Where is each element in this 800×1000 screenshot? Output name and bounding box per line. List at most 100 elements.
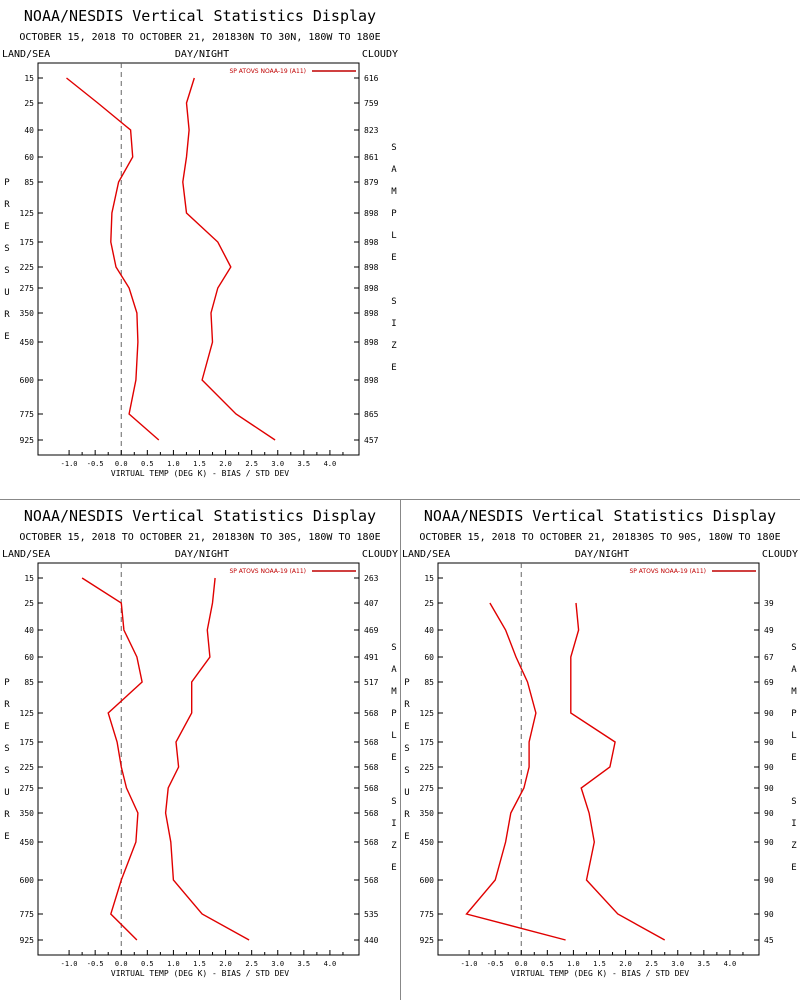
sample-size-axis-letter: M (391, 187, 397, 197)
day-night-label: DAY/NIGHT (175, 49, 229, 60)
pressure-axis-letter: E (404, 832, 409, 842)
x-tick-label: 1.5 (593, 960, 606, 968)
sample-size-axis-letter: M (791, 687, 797, 697)
pressure-tick-label: 775 (20, 410, 35, 419)
x-tick-label: 2.5 (245, 960, 258, 968)
sample-size-label: 759 (364, 99, 379, 108)
x-tick-label: 1.5 (193, 460, 206, 468)
chart-panel-3: NOAA/NESDIS Vertical Statistics Display O… (402, 507, 798, 978)
sample-size-axis-letter: L (391, 231, 396, 241)
sample-size-axis-letter: Z (791, 841, 797, 851)
plot-frame (437, 562, 760, 956)
x-axis-label: VIRTUAL TEMP (DEG K) - BIAS / STD DEV (511, 969, 689, 978)
x-tick-label: 4.0 (724, 960, 737, 968)
x-tick-label: 2.0 (619, 960, 632, 968)
sample-size-label: 407 (364, 599, 379, 608)
cloudy-label: CLOUDY (362, 549, 398, 560)
sample-size-label: 69 (764, 678, 774, 687)
sample-size-label: 90 (764, 738, 774, 747)
pressure-tick-label: 85 (24, 678, 34, 687)
pressure-axis-letter: S (404, 744, 409, 754)
pressure-axis-letter: S (4, 766, 9, 776)
pressure-axis-letter: E (4, 722, 9, 732)
x-tick-label: 2.5 (245, 460, 258, 468)
sample-size-label: 568 (364, 809, 379, 818)
chart-panel-1: NOAA/NESDIS Vertical Statistics Display O… (2, 7, 398, 478)
x-tick-label: 3.0 (271, 460, 284, 468)
pressure-axis-letter: R (4, 700, 10, 710)
series-line-bias (81, 577, 143, 941)
day-night-label: DAY/NIGHT (175, 549, 229, 560)
pressure-axis-letter: R (4, 310, 10, 320)
sample-size-axis-letter: E (391, 253, 396, 263)
x-tick-label: 0.5 (541, 960, 554, 968)
pressure-tick-label: 125 (20, 709, 35, 718)
pressure-axis-letter: P (404, 678, 410, 688)
x-tick-label: 4.0 (324, 460, 337, 468)
sample-size-label: 90 (764, 838, 774, 847)
x-tick-label: 1.5 (193, 960, 206, 968)
land-sea-label: LAND/SEA (2, 549, 50, 560)
sample-size-axis-letter: A (391, 165, 397, 175)
chart-panel-2: NOAA/NESDIS Vertical Statistics Display O… (2, 507, 398, 978)
x-tick-label: 0.5 (141, 460, 154, 468)
pressure-axis-letter: E (4, 332, 9, 342)
pressure-tick-label: 925 (20, 936, 35, 945)
pressure-axis-letter: U (4, 788, 9, 798)
sample-size-label: 879 (364, 178, 379, 187)
plot-frame (37, 562, 360, 956)
pressure-tick-label: 25 (24, 599, 34, 608)
cloudy-label: CLOUDY (362, 49, 398, 60)
pressure-axis-letter: R (4, 810, 10, 820)
sample-size-label: 469 (364, 626, 379, 635)
sample-size-axis-letter: Z (391, 841, 397, 851)
pressure-axis-letter: P (4, 678, 10, 688)
chart-title: NOAA/NESDIS Vertical Statistics Display (24, 507, 376, 525)
sample-size-axis-letter: S (391, 297, 396, 307)
sample-size-label: 568 (364, 876, 379, 885)
pressure-axis-letter: S (404, 766, 409, 776)
sample-size-label: 823 (364, 126, 379, 135)
sample-size-axis-letter: S (791, 797, 796, 807)
sample-size-label: 898 (364, 338, 379, 347)
sample-size-label: 616 (364, 74, 379, 83)
sample-size-label: 861 (364, 153, 379, 162)
sample-size-axis-letter: S (391, 143, 396, 153)
sample-size-axis-letter: P (791, 709, 797, 719)
sample-size-label: 90 (764, 763, 774, 772)
sample-size-label: 568 (364, 709, 379, 718)
sample-size-axis-letter: A (391, 665, 397, 675)
pressure-tick-label: 350 (20, 809, 35, 818)
pressure-axis-letter: E (4, 832, 9, 842)
pressure-tick-label: 40 (24, 626, 34, 635)
legend-label: SP ATOVS NOAA-19 (A11) (229, 68, 306, 75)
sample-size-axis-letter: E (791, 753, 796, 763)
x-tick-label: -1.0 (461, 960, 478, 968)
x-tick-label: 2.5 (645, 960, 658, 968)
pressure-tick-label: 600 (20, 376, 35, 385)
plot-frame (37, 62, 360, 456)
chart-subtitle: OCTOBER 15, 2018 TO OCTOBER 21, 201830S … (419, 532, 780, 543)
sample-size-label: 90 (764, 709, 774, 718)
sample-size-label: 39 (764, 599, 774, 608)
pressure-axis-letter: E (4, 222, 9, 232)
sample-size-axis-letter: E (391, 863, 396, 873)
x-tick-label: 3.0 (671, 960, 684, 968)
pressure-tick-label: 775 (20, 910, 35, 919)
pressure-tick-label: 225 (420, 763, 435, 772)
pressure-axis-letter: R (404, 700, 410, 710)
pressure-axis-letter: R (404, 810, 410, 820)
legend-label: SP ATOVS NOAA-19 (A11) (229, 568, 306, 575)
pressure-tick-label: 600 (420, 876, 435, 885)
x-tick-label: 3.5 (298, 960, 311, 968)
sample-size-label: 90 (764, 876, 774, 885)
pressure-tick-label: 450 (420, 838, 435, 847)
sample-size-label: 898 (364, 238, 379, 247)
pressure-tick-label: 15 (24, 74, 34, 83)
x-tick-label: 0.5 (141, 960, 154, 968)
chart-title: NOAA/NESDIS Vertical Statistics Display (24, 7, 376, 25)
sample-size-label: 535 (364, 910, 379, 919)
pressure-axis-letter: E (404, 722, 409, 732)
sample-size-label: 568 (364, 784, 379, 793)
x-tick-label: -0.5 (87, 960, 104, 968)
